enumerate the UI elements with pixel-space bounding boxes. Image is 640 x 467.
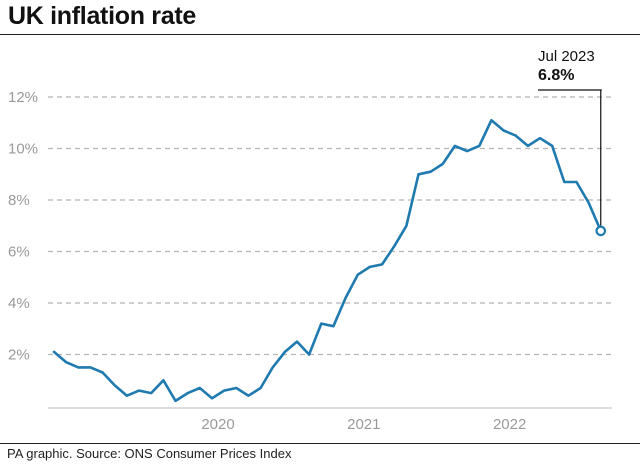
title-divider	[0, 34, 640, 35]
footer-divider	[0, 443, 640, 444]
y-tick-label: 4%	[8, 295, 30, 312]
x-tick-label: 2020	[201, 416, 234, 433]
x-tick-label: 2022	[493, 416, 526, 433]
source-note: PA graphic. Source: ONS Consumer Prices …	[7, 446, 292, 461]
y-tick-label: 10%	[8, 141, 38, 158]
y-axis-labels: 2% 4% 6% 8% 10% 12%	[8, 89, 38, 364]
callout-annotation: Jul 2023 6.8%	[538, 48, 602, 226]
y-tick-label: 2%	[8, 347, 30, 364]
callout-date: Jul 2023	[538, 48, 595, 65]
chart-title: UK inflation rate	[8, 2, 196, 30]
series-group	[52, 118, 607, 403]
y-tick-label: 6%	[8, 244, 30, 261]
y-tick-label: 8%	[8, 192, 30, 209]
series-line	[52, 118, 603, 403]
x-axis-labels: 2020 2021 2022	[201, 416, 526, 433]
y-tick-label: 12%	[8, 89, 38, 106]
x-tick-label: 2021	[347, 416, 380, 433]
latest-point-marker	[595, 225, 607, 237]
grid-lines	[48, 96, 612, 409]
callout-value: 6.8%	[538, 67, 574, 84]
